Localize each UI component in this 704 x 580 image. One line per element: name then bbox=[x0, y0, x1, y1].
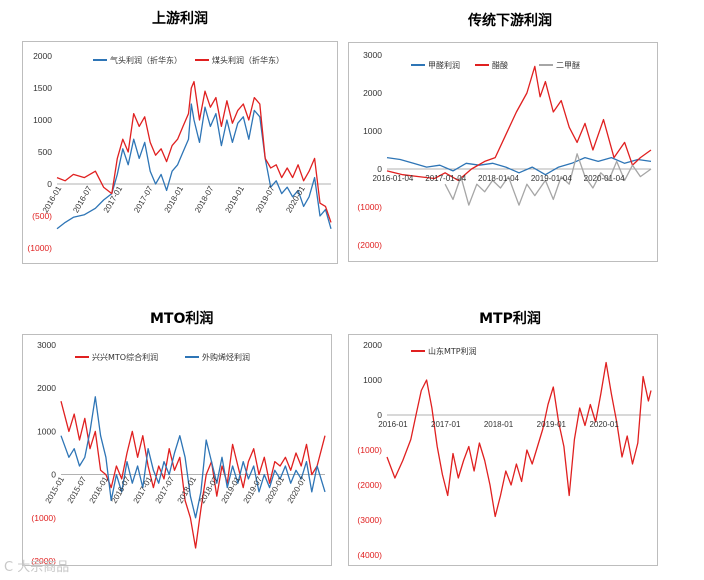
y-tick-label: (500) bbox=[32, 211, 52, 221]
x-tick-label: 2015-01 bbox=[44, 475, 67, 505]
chart-upstream: 2000 1500 1000 500 0 (500) (1000) 气头利润（折华东） 煤头利润… bbox=[27, 51, 332, 253]
legend-label: 兴兴MTO综合利润 bbox=[92, 352, 158, 362]
x-tick-label: 2016-07 bbox=[71, 184, 94, 214]
y-tick-label: 3000 bbox=[363, 50, 382, 60]
chart-panel-downstream: 3000 2000 1000 0 (1000) (2000) 甲醛利润 醋酸 二甲醚 2016-0… bbox=[348, 42, 658, 262]
y-tick-label: 0 bbox=[51, 470, 56, 480]
y-tick-label: (1000) bbox=[27, 243, 52, 253]
series-line-1 bbox=[56, 80, 332, 223]
series-line-1 bbox=[386, 65, 652, 182]
x-tick-label: 2016-01 bbox=[378, 420, 408, 429]
y-tick-label: 1500 bbox=[33, 83, 52, 93]
watermark: C 大宗商品 bbox=[4, 560, 70, 575]
y-tick-label: 1000 bbox=[363, 126, 382, 136]
x-tick-label: 2019-01 bbox=[220, 475, 243, 505]
y-tick-label: 1000 bbox=[363, 375, 382, 385]
y-tick-label: (1000) bbox=[357, 445, 382, 455]
y-tick-label: (1000) bbox=[357, 202, 382, 212]
chart-downstream: 3000 2000 1000 0 (1000) (2000) 甲醛利润 醋酸 二甲醚 2016-0… bbox=[357, 50, 652, 250]
series-line-0 bbox=[60, 401, 326, 549]
series-line-0 bbox=[386, 361, 652, 518]
x-tick-label: 2017-01-04 bbox=[425, 174, 466, 183]
chart-title-upstream: 上游利润 bbox=[152, 11, 208, 27]
y-tick-label: 0 bbox=[47, 179, 52, 189]
x-tick-label: 2018-01-04 bbox=[478, 174, 519, 183]
y-tick-label: 0 bbox=[377, 410, 382, 420]
y-tick-label: 500 bbox=[38, 147, 52, 157]
y-tick-label: 1000 bbox=[37, 426, 56, 436]
chart-title-downstream: 传统下游利润 bbox=[468, 13, 552, 29]
x-tick-label: 2018-01 bbox=[484, 420, 514, 429]
y-tick-label: (1000) bbox=[31, 513, 56, 523]
x-tick-label: 2020-01 bbox=[264, 475, 287, 505]
y-tick-label: 2000 bbox=[37, 383, 56, 393]
y-tick-label: 2000 bbox=[33, 51, 52, 61]
x-tick-label: 2019-01 bbox=[537, 420, 567, 429]
x-tick-label: 2019-01 bbox=[223, 184, 246, 214]
x-tick-label: 2020-01-04 bbox=[584, 174, 625, 183]
x-tick-label: 2015-07 bbox=[66, 475, 89, 505]
legend-label: 甲醛利润 bbox=[428, 60, 460, 70]
chart-panel-mto: 3000 2000 1000 0 (1000) (2000) 兴兴MTO综合利润 外购烯烃利润… bbox=[22, 334, 332, 566]
chart-mto: 3000 2000 1000 0 (1000) (2000) 兴兴MTO综合利润 外购烯烃利润… bbox=[31, 340, 326, 566]
x-tick-label: 2019-01-04 bbox=[531, 174, 572, 183]
x-tick-label: 2017-01 bbox=[132, 475, 155, 505]
chart-panel-upstream: 2000 1500 1000 500 0 (500) (1000) 气头利润（折华东） 煤头利润… bbox=[22, 41, 338, 264]
chart-title-mtp: MTP利润 bbox=[479, 311, 541, 327]
y-tick-label: 2000 bbox=[363, 88, 382, 98]
x-tick-label: 2017-07 bbox=[132, 184, 155, 214]
series-line-1 bbox=[60, 396, 326, 519]
series-line-2 bbox=[444, 153, 652, 206]
legend-label: 煤头利润（折华东） bbox=[212, 55, 284, 65]
y-tick-label: 1000 bbox=[33, 115, 52, 125]
x-tick-label: 2016-01 bbox=[41, 184, 64, 214]
y-tick-label: (2000) bbox=[357, 240, 382, 250]
y-tick-label: 0 bbox=[377, 164, 382, 174]
chart-panel-mtp: 2000 1000 0 (1000) (2000) (3000) (4000) 山东MTP利润… bbox=[348, 334, 658, 566]
x-tick-label: 2016-01 bbox=[88, 475, 111, 505]
x-tick-label: 2017-01 bbox=[431, 420, 461, 429]
y-tick-label: (2000) bbox=[31, 556, 56, 566]
legend-label: 气头利润（折华东） bbox=[110, 55, 182, 65]
y-tick-label: 2000 bbox=[363, 340, 382, 350]
chart-title-mto: MTO利润 bbox=[150, 311, 214, 327]
y-tick-label: (4000) bbox=[357, 550, 382, 560]
x-tick-label: 2020-01 bbox=[589, 420, 619, 429]
x-tick-label: 2016-01-04 bbox=[372, 174, 413, 183]
x-tick-label: 2018-07 bbox=[193, 184, 216, 214]
y-tick-label: 3000 bbox=[37, 340, 56, 350]
legend-label: 山东MTP利润 bbox=[428, 346, 477, 356]
y-tick-label: (2000) bbox=[357, 480, 382, 490]
legend-label: 外购烯烃利润 bbox=[202, 352, 250, 362]
chart-mtp: 2000 1000 0 (1000) (2000) (3000) (4000) 山东MTP利润… bbox=[357, 340, 652, 560]
series-line-0 bbox=[56, 103, 332, 230]
series-line-0 bbox=[386, 156, 652, 176]
legend-label: 醋酸 bbox=[492, 60, 508, 70]
x-tick-label: 2018-01 bbox=[176, 475, 199, 505]
legend-label: 二甲醚 bbox=[556, 60, 580, 70]
x-tick-label: 2019-07 bbox=[254, 184, 277, 214]
y-tick-label: (3000) bbox=[357, 515, 382, 525]
